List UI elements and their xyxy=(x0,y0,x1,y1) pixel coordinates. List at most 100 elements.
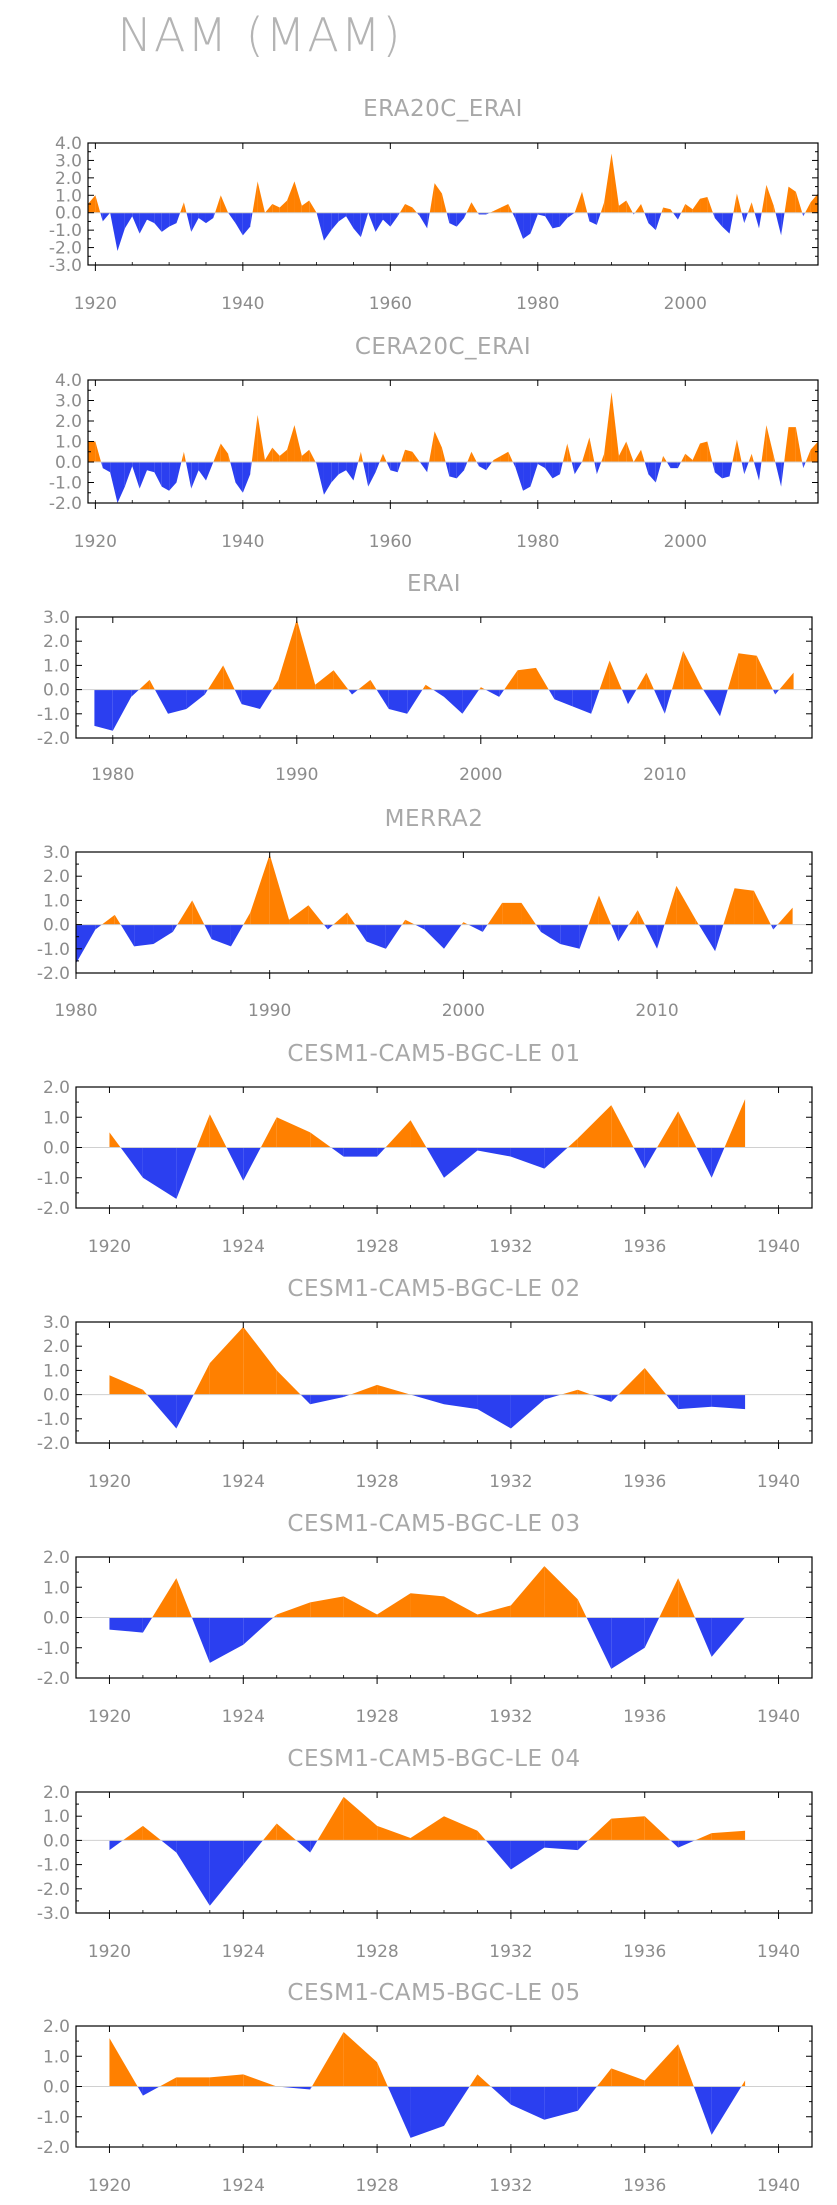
negative-area-5-2a xyxy=(176,1394,194,1429)
positive-area-0-94b xyxy=(784,186,789,213)
positive-area-0-28 xyxy=(294,181,302,213)
negative-area-0-97a xyxy=(803,212,806,217)
positive-area-3-36b xyxy=(777,907,793,925)
negative-area-0-40 xyxy=(382,212,391,227)
negative-area-7-1b xyxy=(161,1840,177,1853)
negative-area-0-12a xyxy=(176,212,181,224)
y-tick-label: -1.0 xyxy=(37,1856,70,1876)
negative-area-0-75b xyxy=(644,212,649,224)
negative-area-0-50 xyxy=(456,212,465,227)
positive-area-0-88a xyxy=(736,193,742,213)
positive-area-1-46b xyxy=(429,431,435,462)
panel-title: CESM1-CAM5-BGC-LE 02 xyxy=(287,1276,580,1302)
negative-area-3-4 xyxy=(153,924,173,944)
negative-area-0-39 xyxy=(375,212,383,232)
positive-area-1-73 xyxy=(626,441,634,462)
negative-area-1-15 xyxy=(198,462,206,481)
x-tick-label: 1990 xyxy=(248,1001,291,1021)
positive-area-6-11 xyxy=(477,1605,511,1618)
negative-area-0-44b xyxy=(416,212,420,217)
y-tick-label: -1.0 xyxy=(49,221,82,241)
positive-area-0-73a xyxy=(626,200,633,213)
negative-area-7-3 xyxy=(209,1840,244,1906)
x-tick-label: 1960 xyxy=(369,294,412,314)
negative-area-2-7b xyxy=(234,689,242,705)
positive-area-2-11 xyxy=(296,619,316,690)
negative-area-0-65 xyxy=(567,212,575,218)
positive-area-1-44 xyxy=(412,451,420,462)
negative-area-0-34 xyxy=(338,212,347,222)
negative-area-1-89a xyxy=(744,462,749,475)
x-tick-label: 1980 xyxy=(516,532,559,552)
negative-area-7-0a xyxy=(109,1840,123,1851)
negative-area-0-31 xyxy=(316,212,324,241)
negative-area-5-7a xyxy=(343,1394,351,1398)
negative-area-0-21 xyxy=(242,212,251,236)
negative-area-1-33 xyxy=(331,462,339,483)
negative-area-1-91a xyxy=(759,462,762,481)
positive-area-1-18 xyxy=(220,443,229,462)
x-tick-label: 1940 xyxy=(757,1472,800,1492)
negative-area-0-80a xyxy=(677,212,682,220)
negative-area-0-58 xyxy=(515,212,524,239)
panel-title: ERAI xyxy=(407,571,461,597)
negative-area-0-62 xyxy=(545,212,553,229)
negative-area-3-7 xyxy=(211,924,231,947)
negative-area-4-13a xyxy=(544,1147,568,1169)
y-tick-label: 2.0 xyxy=(55,169,82,189)
positive-area-1-94b xyxy=(784,427,789,462)
plot-frame xyxy=(75,1321,813,1444)
negative-area-2-31a xyxy=(664,689,672,714)
positive-area-1-54b xyxy=(492,459,494,462)
negative-area-1-96b xyxy=(802,462,804,469)
x-tick-label: 1980 xyxy=(516,294,559,314)
positive-area-0-87b xyxy=(733,193,737,213)
positive-area-0-96a xyxy=(795,191,803,213)
y-tick-label: 4.0 xyxy=(55,371,82,391)
y-tick-label: -2.0 xyxy=(37,1669,70,1689)
negative-area-4-17b xyxy=(696,1147,712,1178)
positive-area-1-48a xyxy=(441,447,446,462)
y-tick-label: 2.0 xyxy=(55,412,82,432)
positive-area-1-51b xyxy=(467,451,472,462)
positive-area-0-44a xyxy=(412,207,417,213)
negative-area-1-58 xyxy=(515,462,524,491)
y-tick-label: 3.0 xyxy=(43,843,70,863)
positive-area-1-25 xyxy=(272,447,280,462)
x-tick-label: 1936 xyxy=(623,1942,666,1962)
negative-area-0-61 xyxy=(537,212,546,217)
negative-area-0-86 xyxy=(722,212,730,234)
negative-area-4-4a xyxy=(243,1147,261,1181)
positive-area-0-17b xyxy=(215,195,221,213)
positive-area-8-2 xyxy=(176,2077,210,2087)
negative-area-0-20 xyxy=(235,212,243,236)
negative-area-1-11 xyxy=(169,462,177,491)
positive-area-2-3a xyxy=(149,679,155,690)
negative-area-2-17a xyxy=(407,689,423,714)
negative-area-1-2 xyxy=(102,462,111,473)
positive-area-1-37a xyxy=(360,451,363,462)
negative-area-3-20b xyxy=(468,924,483,932)
negative-area-1-86 xyxy=(722,462,730,479)
positive-area-7-10 xyxy=(444,1816,478,1841)
negative-area-0-69a xyxy=(596,212,601,225)
positive-area-4-15a xyxy=(611,1105,634,1148)
negative-area-1-94a xyxy=(781,462,785,487)
negative-area-4-0b xyxy=(120,1147,143,1178)
positive-area-0-74b xyxy=(634,204,642,213)
x-tick-label: 1928 xyxy=(355,1707,398,1727)
negative-area-3-27b xyxy=(611,924,619,942)
negative-area-3-26a xyxy=(579,924,589,949)
positive-area-1-70 xyxy=(604,392,612,462)
positive-area-0-67a xyxy=(582,191,588,213)
positive-area-6-12 xyxy=(510,1566,545,1618)
negative-area-5-15a xyxy=(611,1394,619,1402)
negative-area-7-14a xyxy=(577,1840,589,1851)
negative-area-1-51a xyxy=(464,462,468,471)
negative-area-1-38 xyxy=(368,462,376,487)
positive-area-5-16a xyxy=(644,1367,667,1395)
negative-area-5-18 xyxy=(711,1394,746,1410)
x-tick-label: 1940 xyxy=(757,2176,800,2196)
positive-area-3-27a xyxy=(598,895,612,925)
